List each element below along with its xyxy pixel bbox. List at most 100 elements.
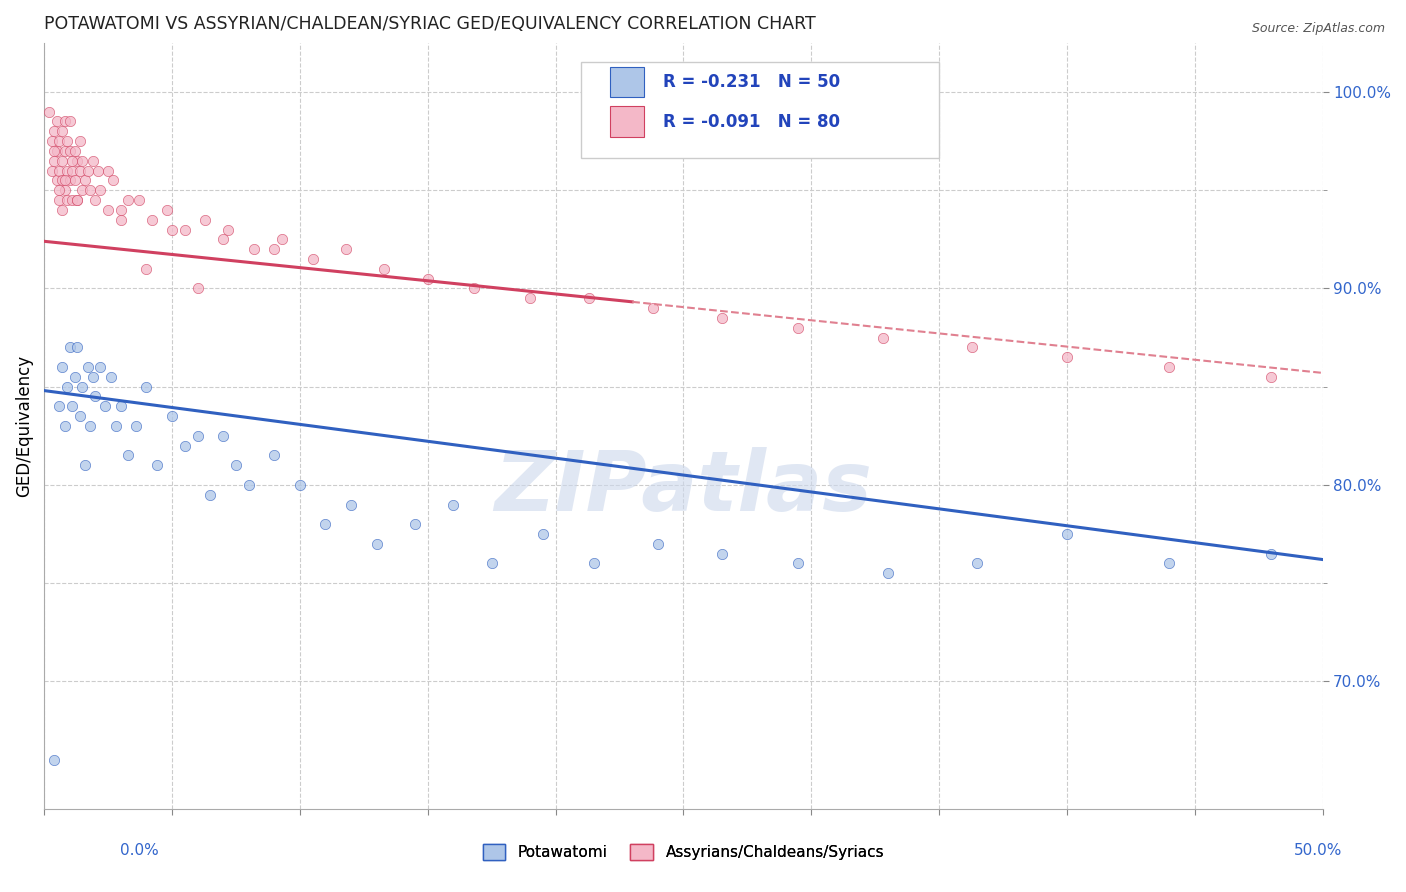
Point xyxy=(263,242,285,256)
Point xyxy=(710,310,733,325)
Point xyxy=(63,144,86,158)
Point xyxy=(416,271,439,285)
Point xyxy=(238,478,260,492)
Point xyxy=(53,173,76,187)
Point xyxy=(44,153,66,168)
Point xyxy=(97,163,120,178)
Point xyxy=(160,222,183,236)
Point xyxy=(87,163,110,178)
Point xyxy=(135,379,157,393)
Point xyxy=(531,527,554,541)
Point xyxy=(100,369,122,384)
Text: ZIPatlas: ZIPatlas xyxy=(495,447,872,528)
Point xyxy=(44,124,66,138)
Point xyxy=(44,144,66,158)
Point xyxy=(366,537,388,551)
Point xyxy=(1159,359,1181,374)
Point xyxy=(48,134,70,148)
Point xyxy=(66,193,89,207)
Point xyxy=(966,557,988,571)
Point xyxy=(72,153,94,168)
Point xyxy=(60,163,83,178)
FancyBboxPatch shape xyxy=(610,67,644,97)
Point xyxy=(66,340,89,354)
Point xyxy=(89,183,111,197)
Point xyxy=(481,557,503,571)
Point xyxy=(89,359,111,374)
Point xyxy=(66,153,89,168)
Point xyxy=(117,193,139,207)
Point xyxy=(145,458,167,473)
Point xyxy=(82,153,104,168)
Point xyxy=(1056,527,1078,541)
Point xyxy=(38,104,60,119)
Point xyxy=(56,193,79,207)
Y-axis label: GED/Equivalency: GED/Equivalency xyxy=(15,355,32,497)
Point xyxy=(41,134,63,148)
Point xyxy=(104,419,127,434)
Point xyxy=(1260,547,1282,561)
Point xyxy=(72,183,94,197)
Point xyxy=(962,340,984,354)
Point xyxy=(73,173,96,187)
Point xyxy=(110,399,132,413)
Point xyxy=(44,753,66,767)
Point xyxy=(56,134,79,148)
Point xyxy=(787,557,810,571)
Point xyxy=(63,369,86,384)
Point xyxy=(314,517,336,532)
Point xyxy=(186,429,208,443)
Text: 0.0%: 0.0% xyxy=(120,843,159,858)
Point xyxy=(160,409,183,424)
Point xyxy=(582,557,605,571)
Point xyxy=(45,173,67,187)
Point xyxy=(110,202,132,217)
Point xyxy=(76,359,98,374)
Point xyxy=(441,498,464,512)
Point xyxy=(60,193,83,207)
Point xyxy=(51,202,73,217)
Point xyxy=(51,359,73,374)
Text: POTAWATOMI VS ASSYRIAN/CHALDEAN/SYRIAC GED/EQUIVALENCY CORRELATION CHART: POTAWATOMI VS ASSYRIAN/CHALDEAN/SYRIAC G… xyxy=(44,15,815,33)
Point xyxy=(60,399,83,413)
FancyBboxPatch shape xyxy=(581,62,939,158)
Point xyxy=(117,449,139,463)
Point xyxy=(173,439,195,453)
Point xyxy=(125,419,148,434)
Point xyxy=(97,202,120,217)
Point xyxy=(84,193,107,207)
Point xyxy=(76,163,98,178)
Point xyxy=(73,458,96,473)
Point xyxy=(48,193,70,207)
Point xyxy=(53,419,76,434)
Point xyxy=(69,163,91,178)
Point xyxy=(59,173,82,187)
Point xyxy=(48,163,70,178)
Point xyxy=(135,261,157,276)
Point xyxy=(647,537,669,551)
Point xyxy=(51,124,73,138)
Text: R = -0.091   N = 80: R = -0.091 N = 80 xyxy=(662,112,839,131)
Point xyxy=(63,173,86,187)
Point xyxy=(48,183,70,197)
Point xyxy=(53,114,76,128)
Point xyxy=(59,144,82,158)
Point xyxy=(578,291,600,305)
Point xyxy=(56,163,79,178)
Point xyxy=(79,183,101,197)
Point xyxy=(156,202,179,217)
Point xyxy=(60,153,83,168)
Point xyxy=(56,379,79,393)
Point xyxy=(53,144,76,158)
Point xyxy=(463,281,485,295)
Point xyxy=(217,222,239,236)
Point xyxy=(110,212,132,227)
Point xyxy=(173,222,195,236)
Point xyxy=(194,212,217,227)
Point xyxy=(200,488,222,502)
Point xyxy=(45,144,67,158)
Legend: Potawatomi, Assyrians/Chaldeans/Syriacs: Potawatomi, Assyrians/Chaldeans/Syriacs xyxy=(477,838,890,866)
Text: Source: ZipAtlas.com: Source: ZipAtlas.com xyxy=(1251,22,1385,36)
Point xyxy=(48,399,70,413)
Point xyxy=(271,232,294,246)
